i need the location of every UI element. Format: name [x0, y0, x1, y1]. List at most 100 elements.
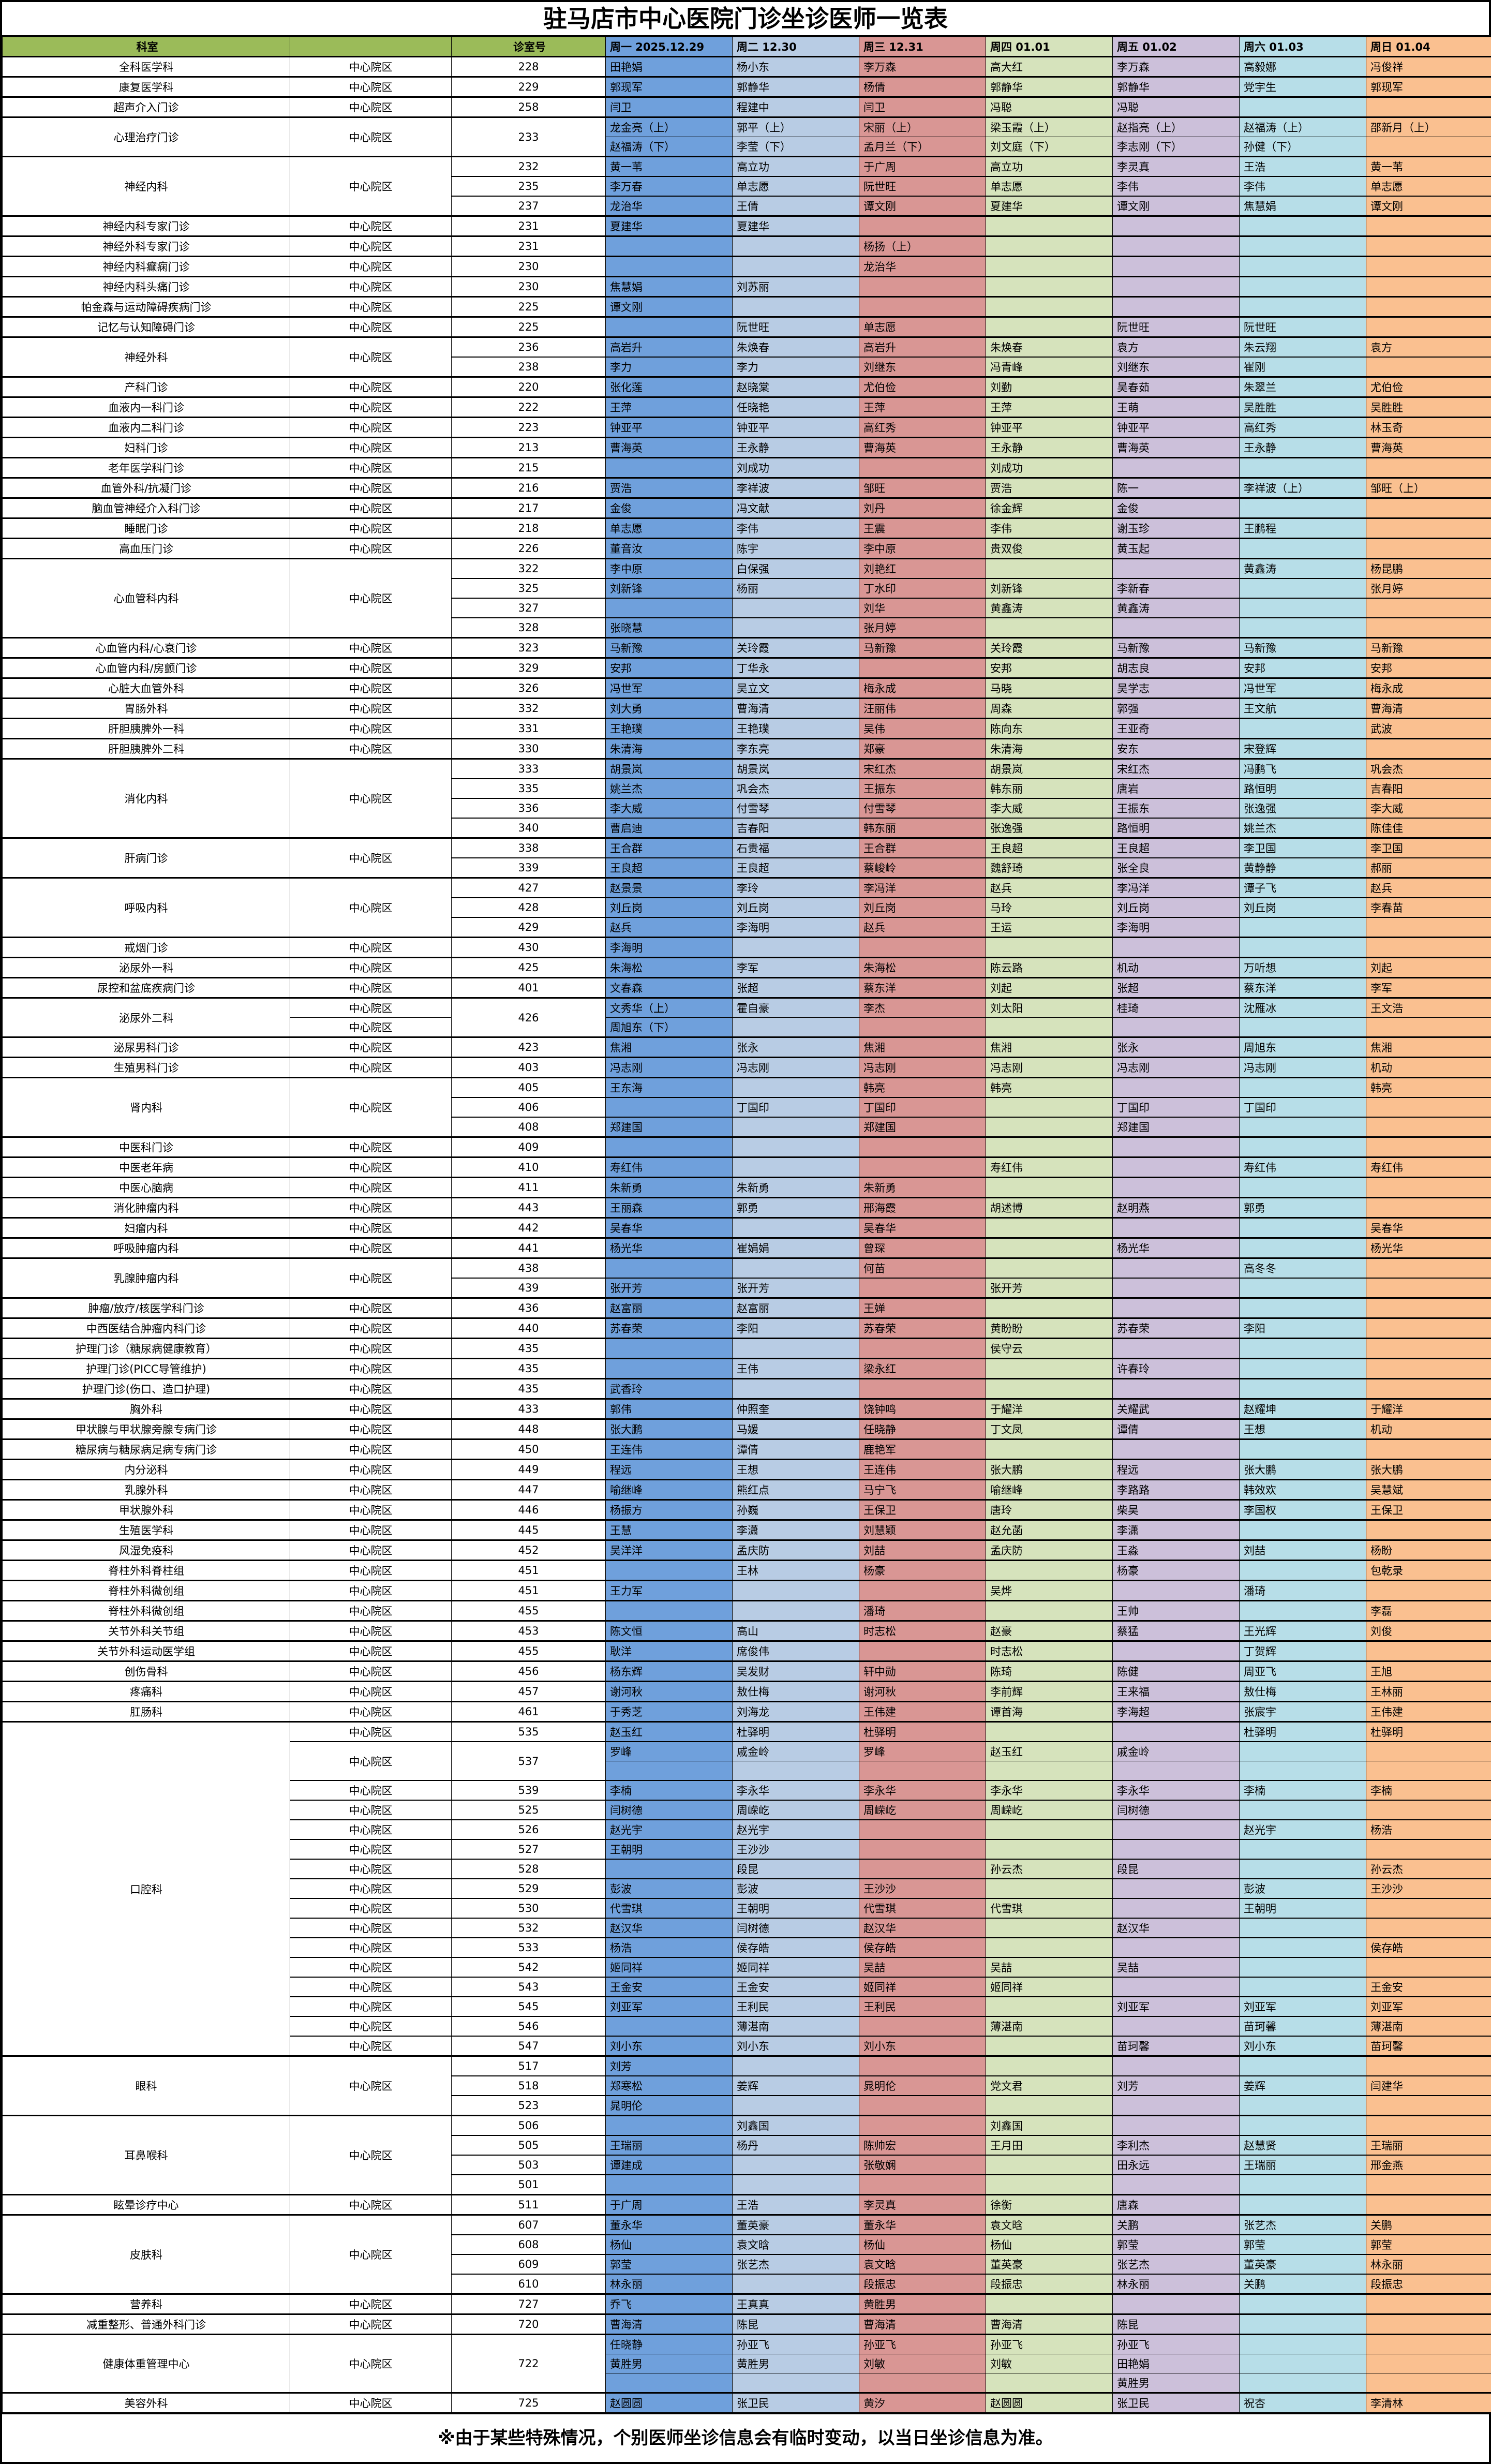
- day-cell: 高红秀: [1240, 418, 1366, 438]
- day-cell: 丁国印: [733, 1097, 859, 1117]
- day-cell: 李大威: [986, 798, 1113, 818]
- day-cell: 尤伯俭: [1366, 377, 1491, 397]
- day-cell: [1240, 539, 1366, 559]
- day-cell: 冯志刚: [1113, 1058, 1240, 1078]
- day-cell: 张卫民: [1113, 2393, 1240, 2413]
- day-cell: 冯志刚: [986, 1058, 1113, 1078]
- dept-cell: 脊柱外科脊柱组: [3, 1561, 290, 1581]
- day-cell: [1240, 1298, 1366, 1318]
- day-cell: 袁方: [1366, 337, 1491, 358]
- day-cell: 杨光华: [1366, 1238, 1491, 1258]
- room-cell: 453: [452, 1621, 606, 1641]
- dept-cell: 皮肤科: [3, 2215, 290, 2294]
- day-cell: 李海明: [733, 917, 859, 938]
- day-cell: 黄鑫涛: [1240, 559, 1366, 579]
- room-cell: 425: [452, 958, 606, 978]
- day-cell: [986, 618, 1113, 638]
- day-cell: [1366, 618, 1491, 638]
- day-cell: [986, 1359, 1113, 1379]
- day-cell: 姜辉: [733, 2076, 859, 2096]
- day-cell: 苗珂馨: [1366, 2036, 1491, 2056]
- day-cell: 高大红: [986, 57, 1113, 77]
- day-cell: [986, 559, 1113, 579]
- day-cell: 轩中勋: [859, 1661, 986, 1682]
- day-cell: 巩会杰: [1366, 759, 1491, 779]
- day-cell: 龙治华: [606, 196, 733, 216]
- day-cell: 苏春荣: [1113, 1318, 1240, 1339]
- room-cell: 338: [452, 838, 606, 858]
- campus-cell: 中心院区: [290, 1879, 452, 1898]
- room-cell: 506: [452, 2116, 606, 2136]
- day-cell: 刘亚军: [1366, 1997, 1491, 2016]
- day-cell: 李海超: [1113, 1702, 1240, 1722]
- day-cell: 丁贺辉: [1240, 1641, 1366, 1661]
- day-cell: 刘小东: [606, 2036, 733, 2056]
- day-cell: [733, 236, 859, 257]
- campus-cell: 中心院区: [290, 1601, 452, 1621]
- day-cell: [606, 458, 733, 478]
- day-cell: [1366, 2195, 1491, 2215]
- day-cell: 金俊: [1113, 498, 1240, 518]
- day-cell: [986, 1761, 1113, 1781]
- day-cell: 高红秀: [859, 418, 986, 438]
- day-cell: 袁文晗: [733, 2235, 859, 2254]
- day-cell: 闫树德: [606, 1800, 733, 1820]
- room-cell: 405: [452, 1078, 606, 1098]
- day-cell: 董英豪: [733, 2215, 859, 2235]
- day-cell: 于广周: [606, 2195, 733, 2215]
- day-cell: 苏春荣: [606, 1318, 733, 1339]
- day-cell: [1240, 2354, 1366, 2373]
- day-cell: [1366, 257, 1491, 277]
- day-cell: [1240, 1018, 1366, 1037]
- day-cell: 潘琦: [859, 1601, 986, 1621]
- day-cell: [1113, 1218, 1240, 1238]
- day-cell: 杨倩: [859, 77, 986, 97]
- day-cell: 孙巍: [733, 1500, 859, 1520]
- room-cell: 328: [452, 618, 606, 638]
- day-cell: [1366, 2056, 1491, 2076]
- day-cell: [606, 2116, 733, 2136]
- day-cell: 彭波: [1240, 1879, 1366, 1898]
- day-cell: [1240, 1742, 1366, 1761]
- day-cell: 谭文刚: [606, 297, 733, 317]
- day-cell: 李利杰: [1113, 2135, 1240, 2155]
- day-cell: 赵富丽: [606, 1298, 733, 1318]
- day-cell: 陈昆: [733, 2314, 859, 2335]
- day-cell: 马新豫: [1366, 638, 1491, 658]
- campus-cell: 中心院区: [290, 1500, 452, 1520]
- day-cell: [606, 2373, 733, 2393]
- dept-cell: 血液内二科门诊: [3, 418, 290, 438]
- dept-cell: 消化内科: [3, 759, 290, 838]
- day-cell: [1240, 297, 1366, 317]
- day-cell: 龙治华: [859, 257, 986, 277]
- room-cell: 218: [452, 518, 606, 539]
- campus-cell: 中心院区: [290, 1238, 452, 1258]
- day-cell: 吴春华: [606, 1218, 733, 1238]
- day-cell: [1366, 1839, 1491, 1859]
- day-cell: 武香玲: [606, 1379, 733, 1399]
- day-cell: [606, 1339, 733, 1359]
- day-cell: 郭莹: [1240, 2235, 1366, 2254]
- day-cell: 郑建国: [859, 1117, 986, 1137]
- day-cell: 段昆: [733, 1859, 859, 1879]
- day-cell: 赵耀坤: [1240, 1399, 1366, 1419]
- day-cell: 曹海清: [859, 2314, 986, 2335]
- day-cell: 赵光宇: [606, 1820, 733, 1839]
- day-cell: [1113, 938, 1240, 958]
- day-cell: 王朝明: [606, 1839, 733, 1859]
- room-cell: 230: [452, 277, 606, 297]
- dept-cell: 泌尿男科门诊: [3, 1037, 290, 1058]
- day-cell: [1240, 2195, 1366, 2215]
- day-cell: [986, 1561, 1113, 1581]
